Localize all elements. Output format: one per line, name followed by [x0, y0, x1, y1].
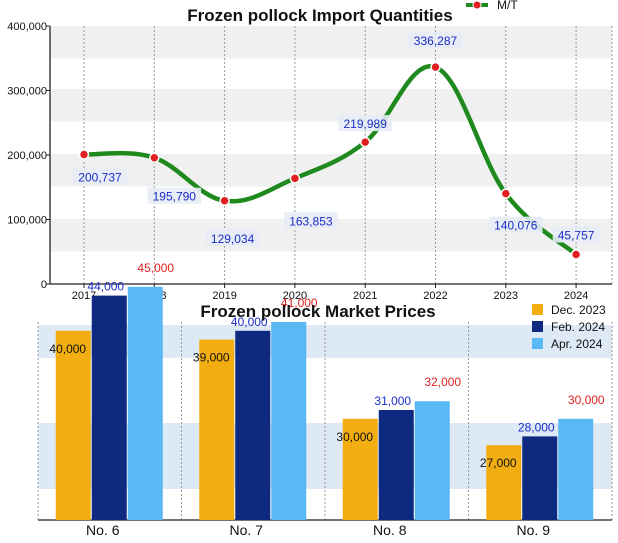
bar-label: 40,000	[49, 342, 86, 356]
grid-band	[50, 89, 612, 122]
data-label-box	[284, 212, 338, 229]
data-label: 219,989	[344, 117, 388, 131]
legend-swatch	[532, 321, 543, 332]
bar	[378, 410, 414, 520]
data-label-box	[338, 115, 392, 132]
x-tick-label: 2024	[564, 290, 588, 302]
data-labels: 200,737 195,790 129,034 163,853 219,989 336,2…	[73, 32, 600, 246]
legend: Dec. 2023 Feb. 2024 Apr. 2024	[532, 303, 606, 351]
category-label: No. 7	[230, 522, 264, 538]
market-prices-chart: 40,000 44,000 45,000 39,000 40,000 41,000 30,0…	[37, 261, 613, 538]
bar	[522, 436, 558, 520]
x-tick-label: 2017	[72, 290, 96, 302]
bar	[271, 322, 307, 520]
data-point	[430, 61, 441, 73]
series-line-mt	[81, 64, 579, 257]
bar-label: 44,000	[87, 280, 124, 294]
bar	[235, 330, 271, 520]
data-point	[78, 149, 90, 160]
data-point	[219, 195, 230, 207]
bar-label: 28,000	[518, 420, 555, 434]
bar	[55, 330, 91, 520]
bars	[55, 286, 594, 520]
legend: M/T	[466, 0, 518, 12]
legend-entry-mt: M/T	[497, 0, 518, 12]
bar	[199, 339, 235, 520]
data-label: 336,287	[414, 34, 458, 48]
y-tick-label: 300,000	[7, 86, 47, 98]
bar	[558, 418, 594, 520]
x-tick-label: 2019	[212, 290, 236, 302]
data-label-box	[205, 229, 260, 246]
bar-label: 30,000	[336, 430, 373, 444]
bar-label: 32,000	[424, 375, 461, 389]
y-tick-label: 0	[41, 279, 47, 291]
x-tick-label: 2022	[423, 290, 447, 302]
data-label: 140,076	[494, 219, 538, 233]
bar-label: 39,000	[193, 351, 230, 365]
data-label-box	[408, 32, 463, 49]
series-line	[78, 61, 582, 260]
data-point	[570, 249, 582, 260]
grid-band	[50, 154, 612, 187]
category-label: No. 8	[373, 522, 407, 538]
legend-swatch	[532, 338, 543, 349]
chart-title: Frozen pollock Market Prices	[200, 302, 435, 321]
grid-band	[50, 26, 612, 59]
bar-label: 31,000	[374, 394, 411, 408]
bar-label: 41,000	[281, 296, 318, 310]
bar-label: 27,000	[480, 456, 517, 470]
x-tick-label: 2020	[283, 290, 307, 302]
data-label-box	[147, 187, 202, 204]
legend-marker-swatch	[472, 0, 482, 10]
data-point	[359, 136, 371, 148]
bar	[414, 401, 450, 520]
bar-label: 40,000	[231, 315, 268, 329]
category-labels: No. 6 No. 7 No. 8 No. 9	[86, 522, 550, 538]
data-label-box	[73, 168, 127, 185]
bar	[127, 286, 163, 520]
legend-entry: Feb. 2024	[551, 320, 605, 334]
data-label: 129,034	[211, 232, 255, 246]
data-point	[500, 188, 512, 199]
category-label: No. 9	[517, 522, 551, 538]
data-label: 200,737	[78, 171, 122, 185]
bar-label: 45,000	[137, 261, 174, 275]
y-tick-label: 400,000	[7, 21, 47, 33]
category-label: No. 6	[86, 522, 120, 538]
x-tick-label: 2023	[494, 290, 518, 302]
legend-swatch	[532, 304, 543, 315]
bar	[486, 445, 522, 520]
legend-entry: Apr. 2024	[551, 337, 603, 351]
data-label: 163,853	[289, 214, 333, 228]
y-tick-label: 200,000	[7, 150, 47, 162]
bar-labels: 40,000 44,000 45,000 39,000 40,000 41,000 30,0…	[49, 261, 605, 470]
bar-label: 30,000	[568, 393, 605, 407]
data-label-box	[489, 216, 543, 233]
data-label: 45,757	[558, 228, 595, 242]
data-point	[149, 152, 160, 163]
data-label-box	[552, 226, 600, 243]
y-tick-labels: 0 100,000 200,000 300,000 400,000	[7, 21, 50, 291]
chart-title: Frozen pollock Import Quantities	[187, 6, 452, 25]
y-tick-label: 100,000	[7, 215, 47, 227]
bar	[91, 295, 127, 520]
bar	[342, 418, 378, 520]
x-tick-label: 2021	[353, 290, 377, 302]
data-label: 195,790	[153, 190, 197, 204]
legend-entry: Dec. 2023	[551, 303, 606, 317]
data-point	[289, 173, 301, 184]
